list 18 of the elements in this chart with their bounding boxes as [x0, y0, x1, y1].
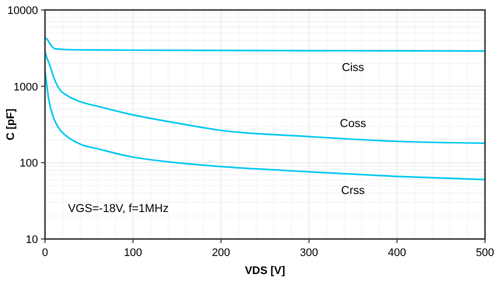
y-tick-label: 10	[26, 234, 38, 246]
y-tick-label: 100	[20, 158, 38, 170]
x-tick-label: 400	[388, 247, 406, 259]
series-label: Coss	[340, 118, 366, 130]
y-tick-label: 1000	[14, 81, 38, 94]
line-series	[44, 51, 486, 144]
x-tick-label: 500	[476, 247, 494, 259]
series-label: Ciss	[342, 62, 364, 74]
x-axis-title: VDS [V]	[244, 265, 286, 277]
x-tick-label: 0	[42, 247, 48, 259]
line-series	[44, 37, 486, 52]
series-label: Crss	[341, 185, 366, 198]
y-tick-label: 10000	[7, 5, 38, 17]
x-tick-label: 200	[212, 247, 230, 259]
y-axis-title: C [pF]	[5, 108, 17, 140]
annotation: VGS=-18V, f=1MHz	[68, 203, 169, 215]
x-tick-label: 100	[124, 247, 142, 259]
x-tick-label: 300	[300, 247, 318, 259]
